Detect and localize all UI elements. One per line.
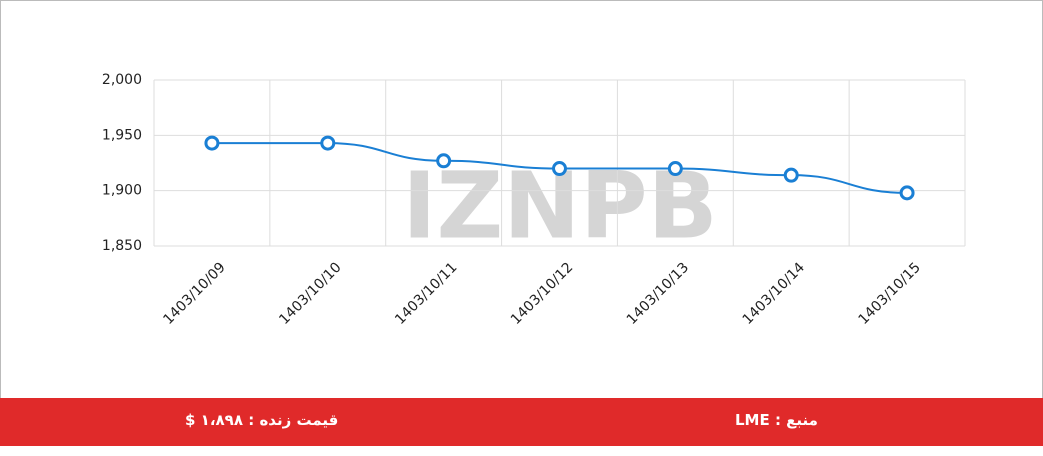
point	[899, 185, 915, 201]
y-tick-label: 1,900	[102, 183, 142, 199]
x-tick-label: 1403/10/12	[508, 260, 576, 328]
x-tick-label: 1403/10/10	[276, 260, 344, 328]
x-tick-label: 1403/10/09	[160, 260, 228, 328]
live-price: قیمت زنده : ۱،۸۹۸ $	[185, 411, 339, 429]
x-tick-label: 1403/10/14	[740, 259, 808, 327]
y-tick-label: 1,850	[102, 238, 142, 254]
point	[667, 161, 683, 177]
y-tick-label: 1,950	[102, 127, 142, 143]
footer-bar: قیمت زنده : ۱،۸۹۸ $ منبع : LME	[0, 398, 1043, 446]
x-tick-label: 1403/10/15	[856, 260, 924, 328]
point	[436, 153, 452, 169]
point	[552, 161, 567, 177]
point	[204, 135, 220, 151]
x-tick-label: 1403/10/13	[624, 260, 692, 328]
y-tick-label: 2,000	[102, 72, 142, 88]
x-tick-label: 1403/10/11	[392, 260, 460, 328]
source: منبع : LME	[735, 411, 818, 429]
point	[783, 167, 799, 183]
point	[320, 135, 336, 151]
